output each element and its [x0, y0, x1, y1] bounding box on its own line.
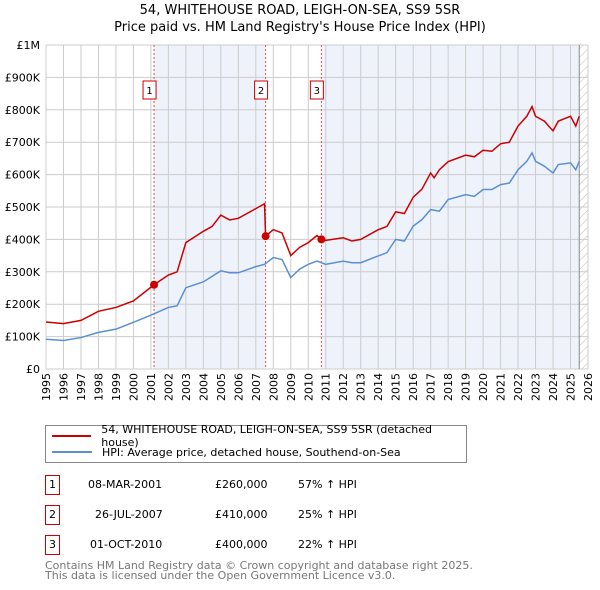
legend-swatch-blue [52, 451, 92, 453]
y-tick-label: £700K [5, 136, 41, 149]
y-tick-label: £900K [5, 71, 41, 84]
sale-date: 26-JUL-2007 [95, 508, 163, 521]
x-tick-label: 2013 [355, 373, 368, 401]
sale-point [150, 280, 159, 289]
x-tick-label: 2005 [215, 373, 228, 401]
x-tick-label: 2017 [425, 373, 438, 401]
x-tick-label: 2014 [372, 373, 385, 401]
x-tick-label: 2011 [320, 373, 333, 401]
sale-number: 1 [45, 475, 60, 495]
hpi-line [45, 151, 580, 342]
x-tick-label: 2018 [442, 373, 455, 401]
sale-label: 2 [258, 86, 264, 97]
x-tick-label: 1995 [40, 373, 53, 401]
sale-price: £410,000 [215, 508, 268, 521]
y-tick-label: £200K [5, 298, 41, 311]
x-tick-label: 2002 [162, 373, 175, 401]
x-tick-label: 2007 [250, 373, 263, 401]
table-row: 2 26-JUL-2007 £410,000 25% ↑ HPI [45, 505, 445, 525]
sale-price: £260,000 [215, 478, 268, 491]
y-tick-label: £500K [5, 201, 41, 214]
x-tick-label: 2026 [582, 373, 595, 401]
x-tick-label: 2023 [530, 373, 543, 401]
legend-item-property: 54, WHITEHOUSE ROAD, LEIGH-ON-SEA, SS9 5… [46, 423, 466, 449]
sale-number: 2 [45, 505, 60, 525]
x-tick-label: 2006 [232, 373, 245, 401]
table-row: 3 01-OCT-2010 £400,000 22% ↑ HPI [45, 535, 445, 555]
x-tick-label: 2008 [267, 373, 280, 401]
x-tick-label: 2004 [197, 373, 210, 401]
table-row: 1 08-MAR-2001 £260,000 57% ↑ HPI [45, 475, 445, 495]
x-tick-label: 2012 [337, 373, 350, 401]
y-tick-label: £0 [26, 363, 40, 376]
y-tick-label: £1M [17, 39, 41, 52]
sale-number: 3 [45, 535, 60, 555]
legend-item-hpi: HPI: Average price, detached house, Sout… [46, 444, 401, 460]
x-tick-label: 2001 [145, 373, 158, 401]
sale-date: 01-OCT-2010 [90, 538, 163, 551]
sale-price: £400,000 [215, 538, 268, 551]
x-tick-label: 2024 [547, 373, 560, 401]
x-tick-label: 1997 [75, 373, 88, 401]
sale-hpi: 57% ↑ HPI [298, 478, 357, 491]
chart-subtitle: Price paid vs. HM Land Registry's House … [114, 20, 486, 35]
x-tick-label: 2000 [127, 373, 140, 401]
x-tick-label: 2015 [390, 373, 403, 401]
x-tick-label: 2021 [495, 373, 508, 401]
x-tick-label: 2025 [565, 373, 578, 401]
sale-point [261, 232, 270, 241]
legend: 54, WHITEHOUSE ROAD, LEIGH-ON-SEA, SS9 5… [45, 423, 467, 463]
y-tick-label: £100K [5, 331, 41, 344]
legend-label: HPI: Average price, detached house, Sout… [102, 445, 401, 459]
x-tick-label: 1996 [57, 373, 70, 401]
x-tick-label: 2019 [460, 373, 473, 401]
x-tick-label: 1999 [110, 373, 123, 401]
y-tick-label: £300K [5, 266, 41, 279]
sale-date: 08-MAR-2001 [88, 478, 163, 491]
footer: Contains HM Land Registry data © Crown c… [45, 559, 473, 582]
sale-label-box [254, 80, 269, 100]
legend-label: 54, WHITEHOUSE ROAD, LEIGH-ON-SEA, SS9 5… [101, 423, 432, 449]
footer-line: This data is licensed under the Open Gov… [45, 569, 396, 582]
price-paid-line [45, 104, 580, 325]
y-tick-label: £600K [5, 169, 41, 182]
sale-label: 1 [146, 86, 152, 97]
x-tick-label: 2009 [285, 373, 298, 401]
y-tick-label: £800K [5, 104, 41, 117]
x-tick-label: 1998 [92, 373, 105, 401]
x-tick-label: 2022 [512, 373, 525, 401]
chart-title: 54, WHITEHOUSE ROAD, LEIGH-ON-SEA, SS9 5… [139, 3, 461, 18]
sale-label-box [309, 80, 324, 100]
footer-line: Contains HM Land Registry data © Crown c… [45, 559, 473, 572]
x-tick-label: 2020 [477, 373, 490, 401]
legend-swatch-red [52, 435, 92, 437]
sale-label: 3 [314, 86, 320, 97]
sale-hpi: 25% ↑ HPI [298, 508, 357, 521]
x-tick-label: 2016 [407, 373, 420, 401]
chart-plot: 1995 1996 1997 1998 1999 2000 2001 2002 2003 2004… [5, 39, 595, 401]
x-tick-label: 2010 [302, 373, 315, 401]
sale-point [317, 235, 326, 244]
sale-hpi: 22% ↑ HPI [298, 538, 357, 551]
x-tick-label: 2003 [180, 373, 193, 401]
y-tick-label: £400K [5, 233, 41, 246]
sale-label-box [142, 80, 157, 100]
